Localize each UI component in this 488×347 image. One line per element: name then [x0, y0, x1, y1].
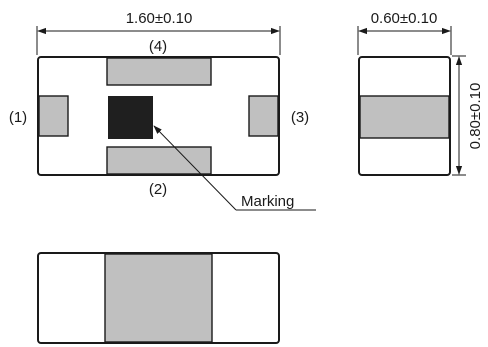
- marking-leader-line: [153, 125, 237, 211]
- chip-body-top: [37, 56, 280, 176]
- marking-label: Marking: [241, 193, 294, 210]
- terminal-2-label: (2): [149, 181, 167, 198]
- electrode-4: [106, 57, 212, 86]
- height-dimension-label: 0.80±0.10: [467, 83, 484, 150]
- length-dimension-label: 1.60±0.10: [126, 10, 193, 27]
- terminal-1-label: (1): [9, 109, 27, 126]
- top-view: 1.60±0.10 (4) (2) (1) (3) Marking: [9, 10, 316, 211]
- marking-dot: [108, 96, 153, 139]
- side-electrode-band: [359, 95, 450, 139]
- width-dimension-label: 0.60±0.10: [371, 10, 438, 27]
- electrode-1: [38, 95, 69, 137]
- terminal-3-label: (3): [291, 109, 309, 126]
- electrode-2: [106, 146, 212, 175]
- bottom-electrode-band: [104, 253, 213, 343]
- electrode-3: [248, 95, 279, 137]
- terminal-4-label: (4): [149, 38, 167, 55]
- side-view: 0.60±0.10 0.80±0.10: [357, 10, 484, 176]
- bottom-view: [37, 252, 280, 344]
